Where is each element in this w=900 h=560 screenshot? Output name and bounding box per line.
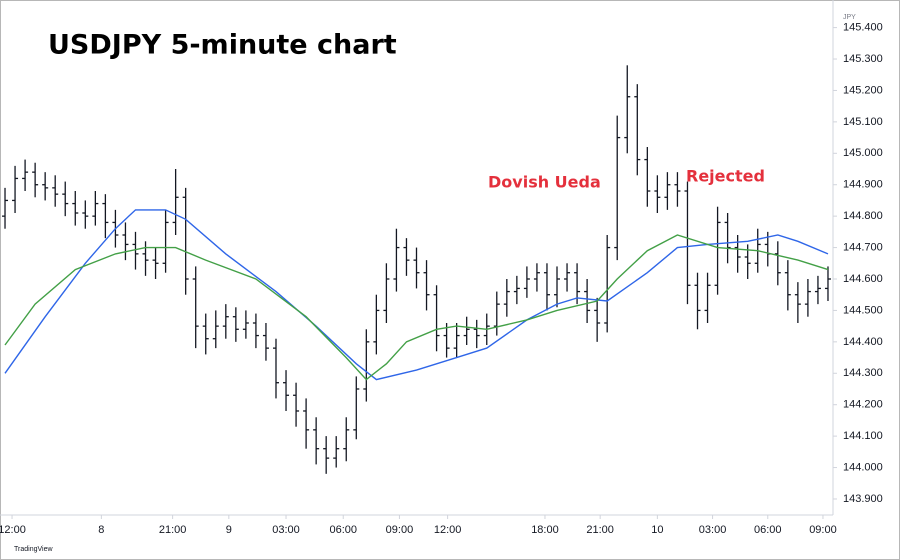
x-tick-label: 06:00: [754, 524, 782, 536]
x-tick-label: 21:00: [586, 524, 614, 536]
y-tick-label: 144.700: [843, 241, 883, 253]
y-tick-label: 145.400: [843, 22, 883, 34]
x-tick-label: 06:00: [329, 524, 357, 536]
y-tick-label: 144.900: [843, 179, 883, 191]
chart-title: USDJPY 5-minute chart: [48, 30, 397, 61]
source: TradingView: [14, 546, 53, 553]
y-tick-label: 144.000: [843, 461, 883, 473]
x-tick-label: 09:00: [386, 524, 414, 536]
y-tick-label: 143.900: [843, 493, 883, 505]
x-tick-label: 12:00: [434, 524, 462, 536]
y-tick-label: 145.300: [843, 53, 883, 65]
y-tick-label: 144.800: [843, 210, 883, 222]
y-tick-label: 144.500: [843, 304, 883, 316]
y-tick-label: 144.600: [843, 273, 883, 285]
x-tick-label: 03:00: [699, 524, 727, 536]
y-tick-label: 145.200: [843, 84, 883, 96]
y-tick-label: 144.400: [843, 336, 883, 348]
annotation: Rejected: [686, 167, 765, 186]
moving-average: [4, 209, 829, 381]
x-tick-label: 03:00: [272, 524, 300, 536]
x-tick-label: 12:00: [0, 524, 26, 536]
y-tick-label: 144.100: [843, 430, 883, 442]
x-tick-label: 9: [226, 524, 232, 536]
x-tick-label: 8: [98, 524, 104, 536]
y-axis-label: JPY: [843, 14, 856, 21]
moving-average: [4, 234, 829, 381]
x-tick-label: 09:00: [809, 524, 837, 536]
y-tick-label: 144.300: [843, 367, 883, 379]
y-tick-label: 145.000: [843, 147, 883, 159]
y-tick-label: 144.200: [843, 399, 883, 411]
plot: [2, 65, 831, 474]
x-tick-label: 10: [651, 524, 663, 536]
x-tick-label: 18:00: [531, 524, 559, 536]
x-tick-label: 21:00: [159, 524, 187, 536]
y-tick-label: 145.100: [843, 116, 883, 128]
annotation: Dovish Ueda: [488, 173, 601, 192]
